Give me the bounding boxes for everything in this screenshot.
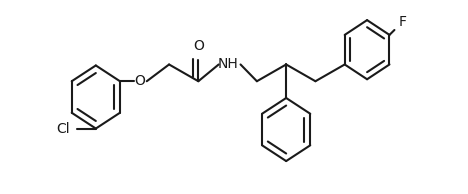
Text: Cl: Cl bbox=[56, 122, 70, 136]
Text: F: F bbox=[398, 15, 406, 29]
Text: O: O bbox=[134, 74, 145, 88]
Text: NH: NH bbox=[217, 57, 238, 71]
Text: O: O bbox=[193, 39, 204, 53]
